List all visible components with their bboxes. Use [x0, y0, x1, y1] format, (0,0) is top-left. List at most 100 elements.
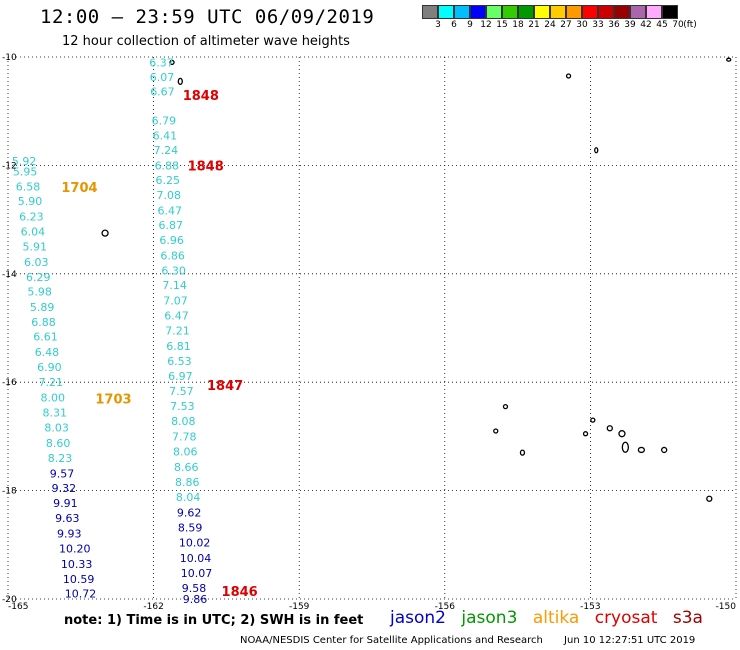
wave-height-value: 6.03: [24, 256, 48, 269]
legend-swatch: [630, 5, 646, 19]
wave-height-value: 6.41: [153, 130, 178, 143]
wave-height-value: 5.95: [13, 165, 38, 178]
page-title: 12:00 — 23:59 UTC 06/09/2019: [40, 6, 375, 28]
wave-height-value: 9.57: [50, 467, 74, 480]
wave-height-value: 6.48: [35, 346, 60, 359]
sat-altika: altika: [532, 608, 580, 628]
wave-height-value: 6.25: [156, 174, 181, 187]
legend-unit: (ft): [683, 20, 697, 30]
legend-label: 15: [496, 20, 508, 30]
wave-height-value: 6.87: [158, 219, 183, 232]
legend-swatch: [502, 5, 518, 19]
lat-tick-label: -20: [2, 595, 17, 605]
wave-height-value: 5.89: [30, 301, 55, 314]
wave-height-value: 6.04: [21, 226, 46, 239]
island-outline: [621, 441, 629, 453]
island-outline: [726, 57, 732, 62]
legend-swatch: [486, 5, 502, 19]
lat-tick-label: -18: [2, 487, 17, 497]
legend-label: 30: [576, 20, 588, 30]
credit-timestamp: Jun 10 12:27:51 UTC 2019: [564, 635, 696, 646]
island-outline: [582, 431, 589, 437]
island-outline: [606, 425, 613, 432]
sat-jason3: jason3: [461, 608, 518, 628]
wave-height-value: 7.14: [162, 279, 187, 292]
wave-height-value: 10.02: [179, 537, 211, 550]
lon-tick-label: -156: [435, 602, 456, 612]
island-outline: [706, 495, 713, 502]
island-outline: [493, 428, 499, 434]
legend-label: 45: [656, 20, 668, 30]
wave-height-value: 7.24: [154, 144, 179, 157]
wave-height-value: 6.67: [150, 86, 175, 99]
time-tag: 1704: [61, 181, 97, 196]
wave-height-value: 8.66: [174, 461, 199, 474]
island-outline: [101, 229, 109, 237]
legend-swatch: [550, 5, 566, 19]
wave-height-value: 9.91: [53, 497, 78, 510]
wave-height-value: 10.59: [63, 573, 95, 586]
wave-height-value: 5.91: [23, 241, 47, 254]
wave-height-value: 6.96: [159, 234, 184, 247]
wave-height-value: 10.20: [59, 543, 91, 556]
axis-ticks: -10 -12 -14 -16 -18 -20-165 -162 -159 -156 -153 -1…: [2, 53, 736, 612]
footer-credit: NOAA/NESDIS Center for Satellite Applica…: [240, 635, 695, 646]
map-grid: [7, 56, 737, 600]
lon-tick-label: -153: [580, 602, 600, 612]
legend-swatches: [422, 5, 678, 19]
wave-height-value: 6.58: [16, 181, 41, 194]
wave-height-value: 7.57: [169, 385, 194, 398]
legend-swatch: [614, 5, 630, 19]
wave-height-value: 7.08: [157, 189, 182, 202]
satellite-legend: jason2 jason3 altika cryosat s3a: [390, 608, 713, 628]
legend-swatch: [470, 5, 486, 19]
legend-swatch: [598, 5, 614, 19]
wave-height-value: 5.90: [18, 195, 42, 208]
wave-height-value: 8.31: [42, 407, 66, 420]
wave-height-value: 6.23: [19, 210, 44, 223]
page-subtitle: 12 hour collection of altimeter wave hei…: [62, 34, 350, 49]
lon-tick-label: -150: [716, 602, 737, 612]
island-outline: [169, 59, 175, 66]
time-tag: 1703: [95, 392, 131, 407]
wave-height-value: 6.47: [157, 204, 182, 217]
wave-height-value: 7.07: [163, 294, 188, 307]
altimeter-tracks: 5.925.95 6.585.90 6.23 6.04 5.91 6.03 6.29 5.98…: [12, 56, 212, 606]
time-tag: 1848: [183, 89, 219, 104]
legend-swatch: [534, 5, 550, 19]
wave-height-value: 6.53: [167, 355, 192, 368]
wave-height-value: 9.62: [177, 506, 202, 519]
wave-height-value: 6.88: [31, 316, 55, 329]
wave-height-value: 10.33: [61, 558, 93, 571]
wave-height-value: 10.07: [181, 567, 213, 580]
time-tags: 1848 1848 1704 1703 1847 1846: [61, 89, 257, 600]
footer-note: note: 1) Time is in UTC; 2) SWH is in fe…: [64, 613, 364, 628]
wave-height-value: 6.97: [168, 370, 193, 383]
legend-swatch: [454, 5, 470, 19]
wave-height-value: 9.58: [182, 582, 207, 595]
legend-label: 39: [624, 20, 636, 30]
wave-height-value: 6.37: [149, 56, 174, 69]
island-outlines: [101, 57, 732, 502]
wave-height-value: 7.53: [170, 400, 195, 413]
wave-height-value: 5.98: [27, 286, 52, 299]
legend-label: 6: [451, 20, 457, 30]
lat-tick-label: -10: [2, 53, 17, 63]
lon-tick-label: -159: [289, 602, 310, 612]
wave-height-value: 8.08: [171, 415, 196, 428]
wave-height-value: 8.06: [173, 446, 198, 459]
island-outline: [590, 417, 596, 423]
legend-label: 12: [480, 20, 492, 30]
wave-height-value: 9.63: [55, 512, 80, 525]
wave-height-value: 6.88: [155, 159, 180, 172]
legend-label: 3: [435, 20, 441, 30]
sat-cryosat: cryosat: [594, 608, 658, 628]
wave-height-value: 7.78: [172, 430, 197, 443]
wave-height-value: 6.90: [37, 361, 62, 374]
lat-tick-label: -16: [2, 378, 17, 388]
wave-height-value: 8.86: [175, 476, 200, 489]
island-outline: [177, 77, 183, 86]
wave-height-value: 8.03: [44, 422, 69, 435]
wave-height-value: 6.47: [164, 310, 189, 323]
